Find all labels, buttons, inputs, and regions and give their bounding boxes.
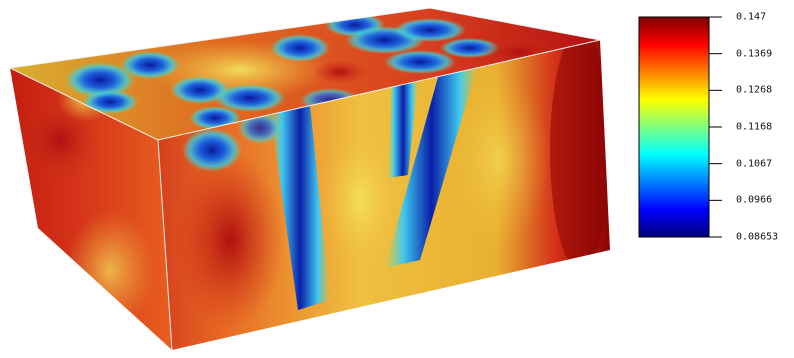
volume-front-face: [158, 40, 610, 350]
volume-render-view[interactable]: [0, 0, 630, 358]
colorbar-ticks: [709, 16, 722, 238]
colorbar-tick-label: 0.147: [736, 11, 767, 23]
colorbar-tick-label: 0.1369: [736, 48, 773, 60]
vertical-low-band: [270, 105, 330, 310]
colorbar-tick-label: 0.08653: [736, 231, 779, 243]
colorbar-tick-label: 0.0966: [736, 194, 773, 206]
short-low-band: [388, 80, 418, 178]
diagonal-low-band: [385, 64, 478, 268]
volume-top-face: [10, 8, 600, 140]
colorbar-legend: 0.147 0.1369 0.1268 0.1168 0.1067 0.0966 0.086…: [638, 12, 788, 243]
colorbar-tick-label: 0.1168: [736, 121, 773, 133]
colorbar-gradient: [638, 16, 710, 238]
colorbar-tick-label: 0.1067: [736, 158, 773, 170]
bounding-box-outline: [9, 7, 601, 351]
colorbar-tick-label: 0.1268: [736, 84, 773, 96]
